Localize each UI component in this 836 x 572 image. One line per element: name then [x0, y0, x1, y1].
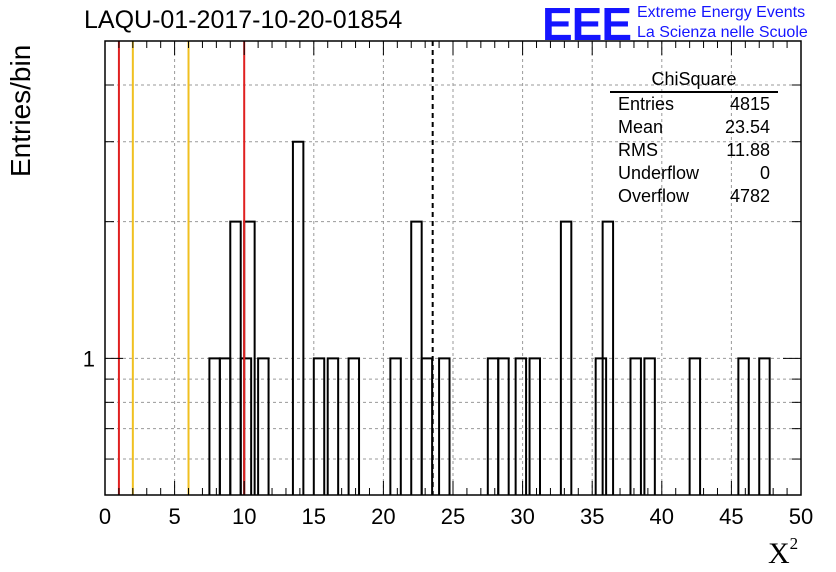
- x-tick-label: 0: [99, 504, 111, 529]
- stats-row: Overflow 4782: [618, 186, 770, 206]
- eee-logo: EEE: [542, 0, 632, 50]
- histogram-bin: [528, 357, 541, 495]
- histogram-bin: [389, 357, 402, 495]
- histogram-bin: [347, 357, 361, 495]
- x-tick-label: 5: [168, 504, 180, 529]
- histogram-bin: [758, 357, 771, 495]
- plot-title: LAQU-01-2017-10-20-01854: [84, 6, 403, 34]
- stats-row: Underflow 0: [618, 163, 770, 183]
- x-tick-label: 35: [580, 504, 604, 529]
- logo-line-2: La Scienza nelle Scuole: [637, 24, 808, 41]
- histogram-bin: [326, 357, 340, 495]
- stats-box: ChiSquare Entries 4815 Mean 23.54 RMS 11.88…: [610, 68, 778, 208]
- histogram-bin: [737, 357, 750, 495]
- histogram-bin: [420, 357, 434, 495]
- histogram-bin: [438, 357, 451, 495]
- stats-row: Mean 23.54: [618, 117, 770, 137]
- histogram-bin: [497, 357, 510, 495]
- histogram-bin: [601, 220, 615, 495]
- y-tick-label: 1: [83, 346, 95, 371]
- x-axis-label: X2: [768, 534, 799, 570]
- stats-row: RMS 11.88: [618, 140, 770, 160]
- x-tick-label: 10: [232, 504, 256, 529]
- x-tick-label: 30: [510, 504, 534, 529]
- logo-caption: Extreme Energy Events La Scienza nelle S…: [637, 3, 808, 43]
- y-axis-label: Entries/bin: [5, 44, 36, 177]
- histogram-bin: [291, 140, 305, 495]
- histogram-bin: [594, 357, 608, 495]
- histogram-bin: [559, 220, 573, 495]
- stats-title: ChiSquare: [610, 68, 778, 93]
- histogram-bin: [514, 357, 528, 495]
- x-tick-label: 45: [719, 504, 743, 529]
- stats-row: Entries 4815: [618, 94, 770, 114]
- histogram-bin: [257, 357, 270, 495]
- x-tick-label: 50: [789, 504, 813, 529]
- histogram-bin: [688, 357, 702, 495]
- marker-lines: [117, 41, 434, 495]
- axes: 0 5 10 15 20 25 30 35 40 45 50 1: [83, 40, 813, 529]
- histogram-bin: [629, 357, 642, 495]
- histogram-bin: [239, 357, 253, 495]
- x-tick-label: 20: [371, 504, 395, 529]
- histogram-bin: [312, 357, 326, 495]
- x-tick-label: 40: [650, 504, 674, 529]
- x-tick-label: 25: [441, 504, 465, 529]
- histogram-bin: [643, 357, 656, 495]
- logo-line-1: Extreme Energy Events: [637, 4, 806, 21]
- x-tick-label: 15: [302, 504, 326, 529]
